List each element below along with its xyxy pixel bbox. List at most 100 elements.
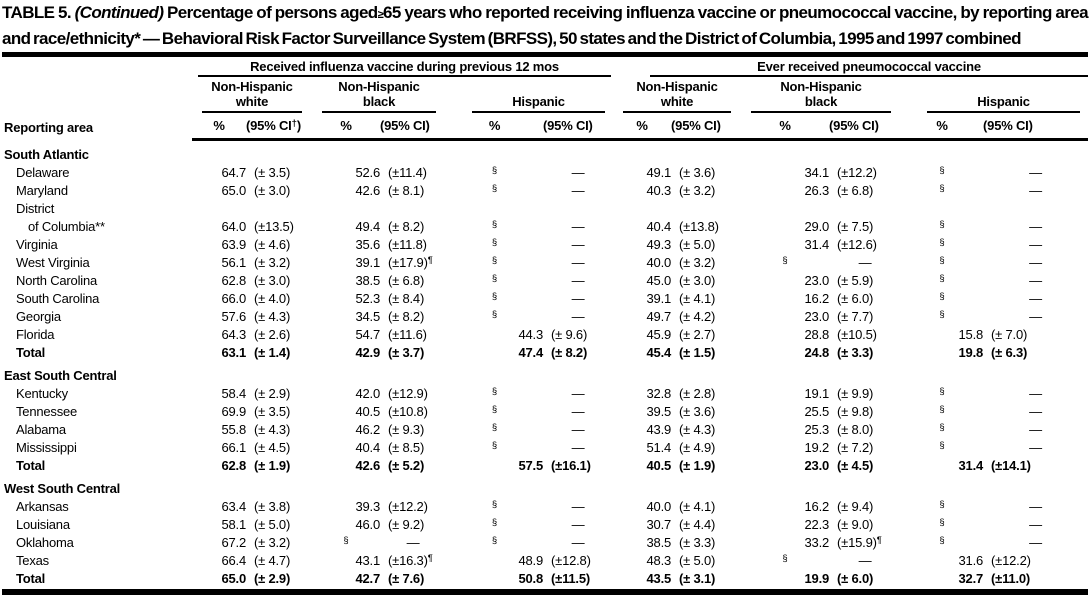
ci-cell: (±14.1)	[991, 458, 1031, 473]
ci-cell: (±12.9)	[388, 386, 428, 401]
pct-cell: §	[491, 440, 498, 451]
table-row: Total 65.0 (± 2.9) 42.7 (± 7.6) 50.8 (±11.5) 43…	[2, 570, 1088, 588]
ci-cell: (± 4.1)	[679, 499, 716, 514]
ci-cell: (± 3.0)	[679, 273, 716, 288]
ci-cell: (±12.6)	[837, 237, 877, 252]
table-row: District of Columbia** 64.0 (±13.5) 49.4 (± 8…	[2, 200, 1088, 236]
table-row: Alabama 55.8 (± 4.3) 46.2 (± 9.3) § — 43.9 (± 4.…	[2, 421, 1088, 439]
ci-cell: (±10.5)	[837, 327, 877, 342]
ci-cell: (± 4.3)	[254, 309, 291, 324]
pct-cell: 62.8	[221, 458, 246, 473]
subgroup-label-line: white	[660, 94, 694, 109]
ci-cell: —	[571, 386, 585, 401]
pct-cell: 40.4	[355, 440, 380, 455]
ci-cell: —	[406, 535, 420, 550]
ci-cell: (± 6.8)	[388, 273, 425, 288]
area-cell: Maryland	[16, 183, 68, 198]
table-body: South Atlantic Delaware 64.7 (± 3.5) 52.6 (±1…	[2, 140, 1088, 589]
ci-cell: (±10.8)	[388, 404, 428, 419]
pct-cell: 49.3	[646, 237, 672, 252]
pct-cell: 44.3	[518, 327, 543, 342]
pct-cell: 66.0	[221, 291, 246, 306]
bottom-rule	[2, 589, 1088, 595]
ci-cell: (± 7.5)	[837, 219, 874, 234]
ci-cell: (± 3.3)	[837, 345, 874, 360]
ci-cell: (± 3.2)	[679, 183, 716, 198]
pct-cell: 66.1	[221, 440, 246, 455]
ci-cell: (± 1.9)	[679, 458, 716, 473]
pct-cell: §	[491, 517, 498, 528]
ci-header: (95% CI)	[543, 113, 614, 141]
ci-cell: (± 4.7)	[254, 553, 291, 568]
subgroup-pneumo-nh-white: Non-Hispanic white	[613, 77, 741, 113]
ci-cell: (± 4.5)	[837, 458, 874, 473]
pct-cell: 43.1	[355, 553, 380, 568]
ci-cell: —	[571, 165, 585, 180]
subgroup-flu-hispanic: Hispanic	[446, 77, 613, 113]
pct-cell: §	[939, 517, 945, 528]
ci-cell: (± 2.7)	[679, 327, 716, 342]
pct-cell: §	[939, 291, 945, 302]
ci-cell: (± 3.0)	[254, 183, 291, 198]
pct-cell: 42.6	[355, 183, 380, 198]
pct-cell: §	[343, 535, 349, 546]
ci-cell: (± 7.0)	[991, 327, 1028, 342]
pct-cell: 62.8	[221, 273, 246, 288]
pct-cell: §	[939, 386, 945, 397]
reporting-area-header: Reporting area	[4, 119, 93, 135]
pct-cell: 66.4	[221, 553, 246, 568]
ci-cell: (± 1.4)	[254, 345, 291, 360]
subgroup-label-line: Hispanic	[512, 94, 565, 109]
pct-header: %	[312, 113, 380, 141]
pct-cell: 64.0	[221, 219, 246, 234]
table-row: Total 63.1 (± 1.4) 42.9 (± 3.7) 47.4 (± 8.2) 45…	[2, 344, 1088, 362]
pct-cell: 40.0	[646, 255, 672, 270]
ci-cell: (± 5.9)	[837, 273, 874, 288]
pct-cell: §	[939, 237, 945, 248]
pct-cell: §	[491, 535, 498, 546]
ci-cell: (±11.5)	[551, 571, 590, 586]
subgroup-label-line: black	[362, 94, 396, 109]
pct-cell: 24.8	[804, 345, 830, 360]
pct-cell: 34.5	[355, 309, 380, 324]
pct-cell: 69.9	[221, 404, 246, 419]
area-cell: Texas	[16, 553, 49, 568]
pct-header: %	[901, 113, 984, 141]
table-row: Arkansas 63.4 (± 3.8) 39.3 (±12.2) § — 40.0 (± 4…	[2, 498, 1088, 516]
pct-cell: 31.4	[958, 458, 984, 473]
ci-cell: (±13.8)	[679, 219, 719, 234]
pct-cell: §	[939, 499, 945, 510]
ci-cell: —	[1029, 183, 1042, 198]
ci-cell: —	[571, 237, 585, 252]
ci-cell: (± 5.2)	[388, 458, 425, 473]
ci-cell: —	[571, 273, 585, 288]
ci-cell: —	[1029, 386, 1042, 401]
ci-cell: (±13.5)	[254, 219, 294, 234]
continued-label: (Continued)	[74, 3, 164, 22]
pct-cell: 40.3	[646, 183, 672, 198]
pct-cell: 42.9	[355, 345, 380, 360]
pct-cell: §	[939, 440, 945, 451]
ci-cell: (± 6.0)	[837, 571, 874, 586]
pct-cell: 63.1	[221, 345, 246, 360]
pct-cell: 46.0	[355, 517, 380, 532]
ci-cell: (± 1.5)	[679, 345, 716, 360]
area-cell: Louisiana	[16, 517, 70, 532]
pct-cell: 45.9	[646, 327, 672, 342]
ci-cell: —	[571, 309, 585, 324]
table-row: Delaware 64.7 (± 3.5) 52.6 (±11.4) § — 49.1 (± 3…	[2, 164, 1088, 182]
ci-cell: (± 5.0)	[679, 237, 716, 252]
area-cell: Total	[16, 458, 46, 473]
col-group-pneumococcal: Ever received pneumococcal vaccine	[613, 59, 1089, 77]
pct-cell: 40.5	[646, 458, 672, 473]
ci-cell: (±17.9)¶	[388, 255, 433, 270]
pct-cell: §	[491, 237, 498, 248]
pct-header: %	[192, 113, 246, 141]
pct-header: %	[446, 113, 543, 141]
table-row: Oklahoma 67.2 (± 3.2) § — § — 38.5 (± 3.3) 33.2 (±…	[2, 534, 1088, 552]
pct-cell: 19.8	[958, 345, 984, 360]
pct-cell: 49.7	[646, 309, 672, 324]
ci-cell: (±12.2)	[388, 499, 428, 514]
pct-cell: 52.6	[355, 165, 380, 180]
section-header: West South Central	[4, 481, 121, 496]
